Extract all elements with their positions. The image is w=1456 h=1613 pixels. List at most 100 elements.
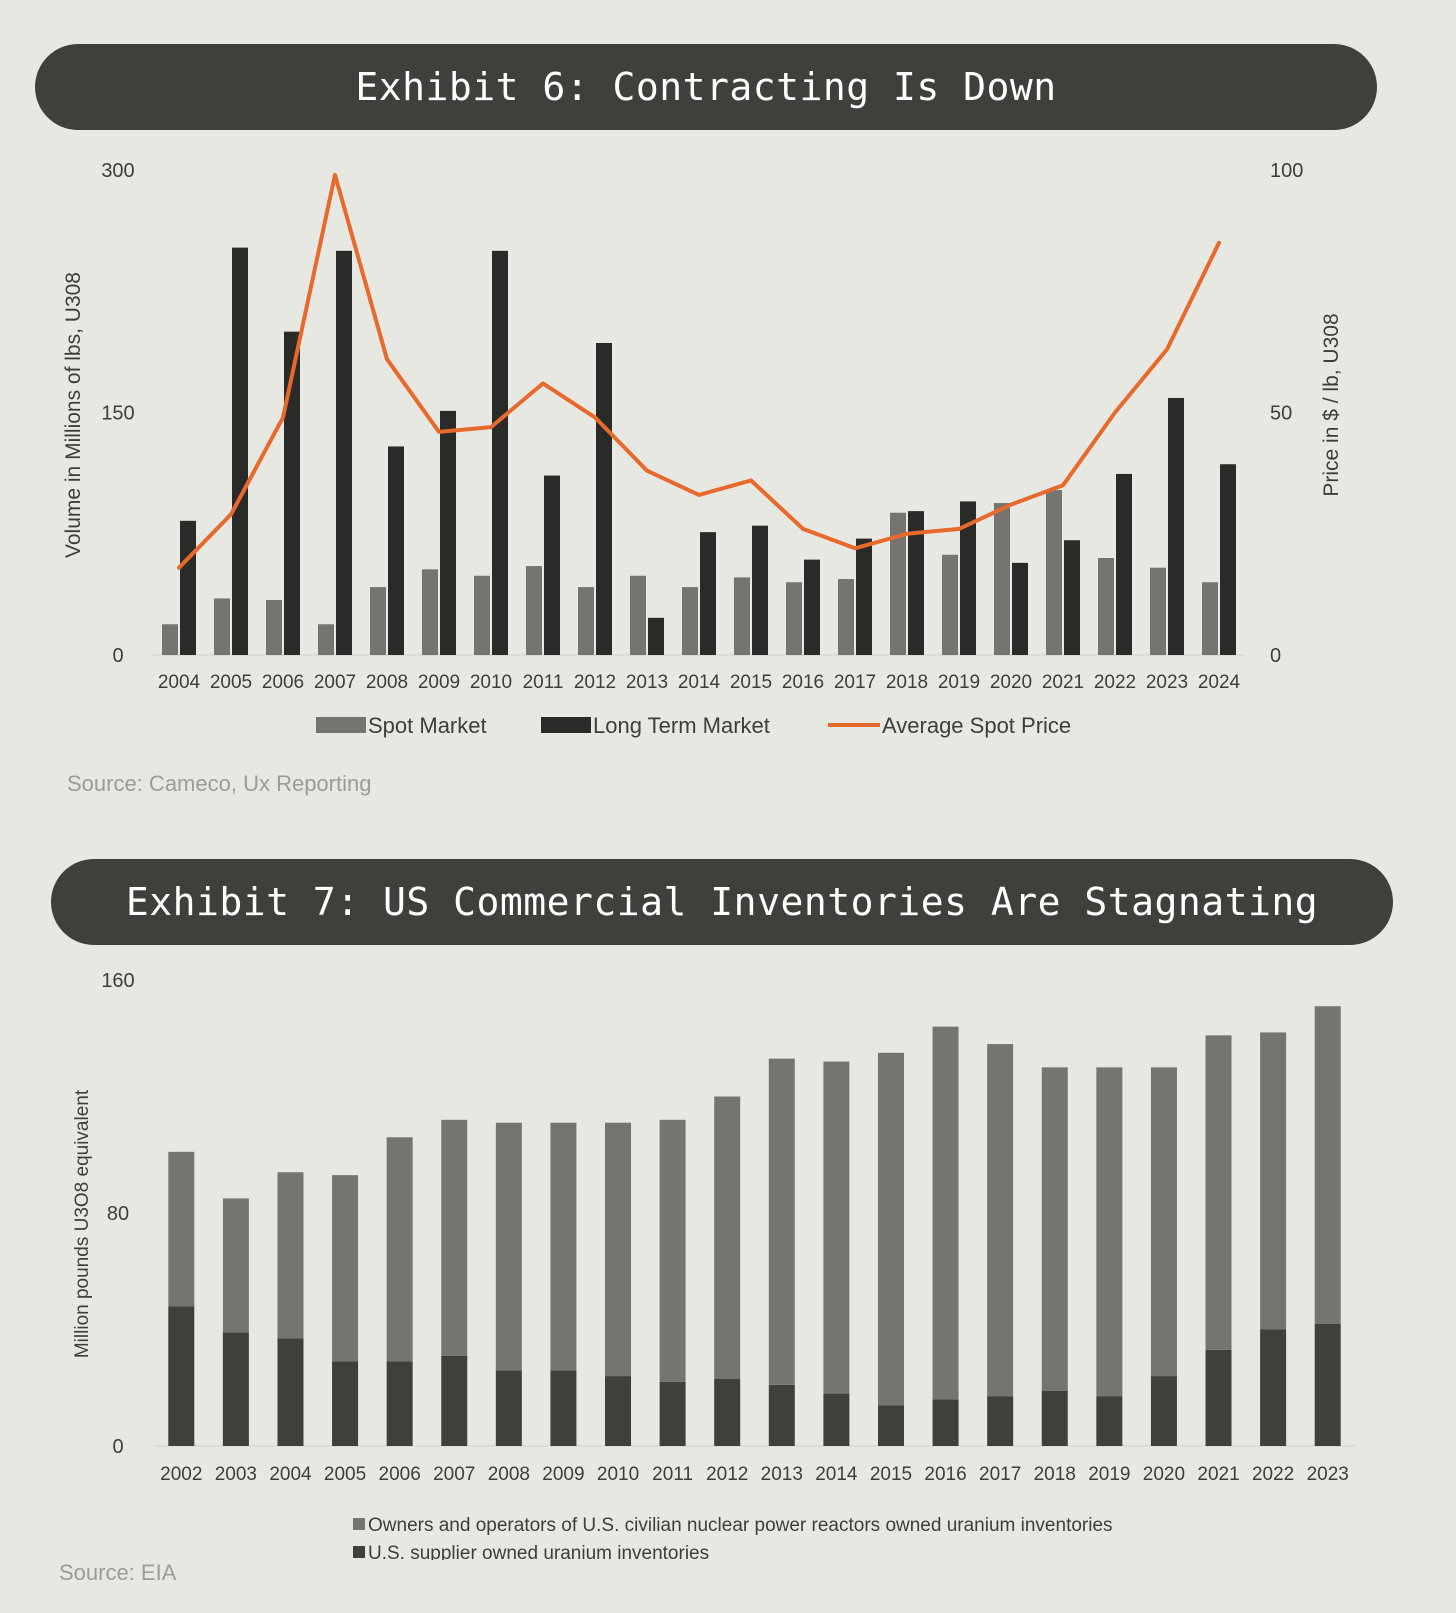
legend-long-term-label: Long Term Market bbox=[593, 713, 770, 738]
x-tick-label: 2002 bbox=[160, 1464, 202, 1485]
spot-market-bar bbox=[1150, 567, 1166, 655]
spot-market-bar bbox=[1046, 490, 1062, 655]
long-term-market-bar bbox=[1064, 540, 1080, 655]
supplier-inventory-bar bbox=[1096, 1396, 1123, 1446]
x-tick-label: 2017 bbox=[979, 1464, 1021, 1485]
owners-inventory-bar bbox=[823, 1061, 850, 1394]
chart-contracting: 2004 2005 2006 2007 2008 2009 2010 2011 2012 2013… bbox=[62, 160, 1343, 738]
x-tick-label: 2014 bbox=[815, 1464, 858, 1485]
supplier-inventory-bar bbox=[168, 1306, 195, 1446]
x-tick-label: 2006 bbox=[262, 672, 304, 693]
supplier-inventory-bar bbox=[1041, 1390, 1068, 1446]
x-tick-label: 2023 bbox=[1146, 672, 1188, 693]
long-term-market-bar bbox=[648, 617, 664, 655]
owners-inventory-bar bbox=[550, 1122, 577, 1371]
spot-market-bar bbox=[214, 598, 230, 655]
long-term-market-bar bbox=[856, 538, 872, 655]
exhibit-7-banner: Exhibit 7: US Commercial Inventories Are… bbox=[51, 859, 1393, 945]
supplier-inventory-bar bbox=[386, 1361, 413, 1446]
spot-market-bar bbox=[422, 569, 438, 655]
spot-market-bar bbox=[890, 512, 906, 655]
supplier-inventory-bar bbox=[550, 1370, 577, 1446]
y-left-tick-label: 300 bbox=[101, 160, 134, 182]
x-tick-label: 2024 bbox=[1198, 672, 1241, 693]
legend-spot-swatch bbox=[316, 717, 366, 733]
spot-market-bar bbox=[266, 600, 282, 655]
supplier-inventory-bar bbox=[714, 1379, 741, 1446]
x-tick-label: 2018 bbox=[886, 672, 928, 693]
owners-inventory-bar bbox=[1260, 1032, 1287, 1330]
x-tick-label: 2016 bbox=[924, 1464, 966, 1485]
x-tick-label: 2013 bbox=[626, 672, 668, 693]
x-tick-label: 2005 bbox=[210, 672, 252, 693]
owners-inventory-bar bbox=[659, 1119, 686, 1382]
spot-market-bar bbox=[838, 579, 854, 655]
exhibit-7-title: Exhibit 7: US Commercial Inventories Are… bbox=[125, 880, 1319, 924]
owners-inventory-bar bbox=[932, 1026, 959, 1400]
y-right-tick-label: 0 bbox=[1270, 645, 1281, 667]
supplier-inventory-bar bbox=[823, 1393, 850, 1446]
exhibit-6-banner: Exhibit 6: Contracting Is Down bbox=[35, 44, 1377, 130]
x-tick-label: 2022 bbox=[1094, 672, 1136, 693]
x-tick-label: 2021 bbox=[1042, 672, 1084, 693]
supplier-inventory-bar bbox=[222, 1332, 249, 1446]
x-tick-label: 2010 bbox=[470, 672, 512, 693]
long-term-market-bar bbox=[1116, 473, 1132, 655]
spot-market-bar bbox=[942, 554, 958, 655]
x-tick-label: 2007 bbox=[433, 1464, 475, 1485]
supplier-inventory-bar bbox=[1314, 1323, 1341, 1446]
y-left-tick-label: 0 bbox=[112, 645, 123, 667]
owners-inventory-bar bbox=[277, 1172, 304, 1339]
owners-inventory-bar bbox=[1314, 1006, 1341, 1324]
spot-market-bar bbox=[474, 575, 490, 655]
legend-owners-label: Owners and operators of U.S. civilian nu… bbox=[368, 1515, 1113, 1536]
long-term-market-bar bbox=[544, 475, 560, 655]
x-tick-label: 2019 bbox=[938, 672, 980, 693]
spot-market-bar bbox=[162, 624, 178, 655]
legend-long-term-swatch bbox=[541, 717, 591, 733]
x-tick-label: 2003 bbox=[215, 1464, 257, 1485]
long-term-market-bar bbox=[284, 331, 300, 655]
x-tick-label: 2004 bbox=[269, 1464, 312, 1485]
long-term-market-bar bbox=[908, 511, 924, 655]
y-tick-label: 80 bbox=[107, 1203, 129, 1225]
supplier-inventory-bar bbox=[1260, 1329, 1287, 1446]
x-tick-label: 2015 bbox=[730, 672, 772, 693]
x-tick-label: 2004 bbox=[158, 672, 201, 693]
y-axis-label: Million pounds U3O8 equivalent bbox=[72, 1089, 93, 1358]
supplier-inventory-bar bbox=[932, 1399, 959, 1446]
spot-market-bar bbox=[994, 503, 1010, 655]
legend-owners-swatch bbox=[353, 1518, 365, 1530]
spot-market-bar bbox=[630, 575, 646, 655]
y-left-axis-label: Volume in Millions of lbs, U308 bbox=[62, 272, 85, 558]
long-term-market-bar bbox=[700, 532, 716, 655]
spot-market-bar bbox=[578, 587, 594, 655]
long-term-market-bar bbox=[440, 410, 456, 655]
owners-inventory-bar bbox=[1205, 1035, 1232, 1350]
owners-inventory-bar bbox=[1150, 1067, 1177, 1377]
x-tick-label: 2021 bbox=[1197, 1464, 1239, 1485]
owners-inventory-bar bbox=[495, 1122, 522, 1371]
x-tick-label: 2022 bbox=[1252, 1464, 1294, 1485]
supplier-inventory-bar bbox=[877, 1405, 904, 1446]
legend-supplier-label: U.S. supplier owned uranium inventories bbox=[368, 1543, 709, 1560]
supplier-inventory-bar bbox=[987, 1396, 1014, 1446]
supplier-inventory-bar bbox=[277, 1338, 304, 1446]
spot-market-bar bbox=[734, 577, 750, 655]
supplier-inventory-bar bbox=[1205, 1349, 1232, 1446]
owners-inventory-bar bbox=[987, 1044, 1014, 1397]
y-right-tick-label: 50 bbox=[1270, 403, 1292, 425]
owners-inventory-bar bbox=[877, 1052, 904, 1406]
long-term-market-bar bbox=[336, 250, 352, 655]
x-tick-label: 2011 bbox=[523, 672, 564, 693]
x-tick-label: 2023 bbox=[1307, 1464, 1349, 1485]
owners-inventory-bar bbox=[386, 1137, 413, 1362]
supplier-inventory-bar bbox=[441, 1355, 468, 1446]
long-term-market-bar bbox=[180, 520, 196, 655]
x-tick-label: 2008 bbox=[488, 1464, 530, 1485]
owners-inventory-bar bbox=[441, 1119, 468, 1356]
x-tick-label: 2015 bbox=[870, 1464, 912, 1485]
x-tick-label: 2011 bbox=[652, 1464, 693, 1485]
x-tick-label: 2009 bbox=[542, 1464, 584, 1485]
y-right-tick-label: 100 bbox=[1270, 160, 1303, 182]
